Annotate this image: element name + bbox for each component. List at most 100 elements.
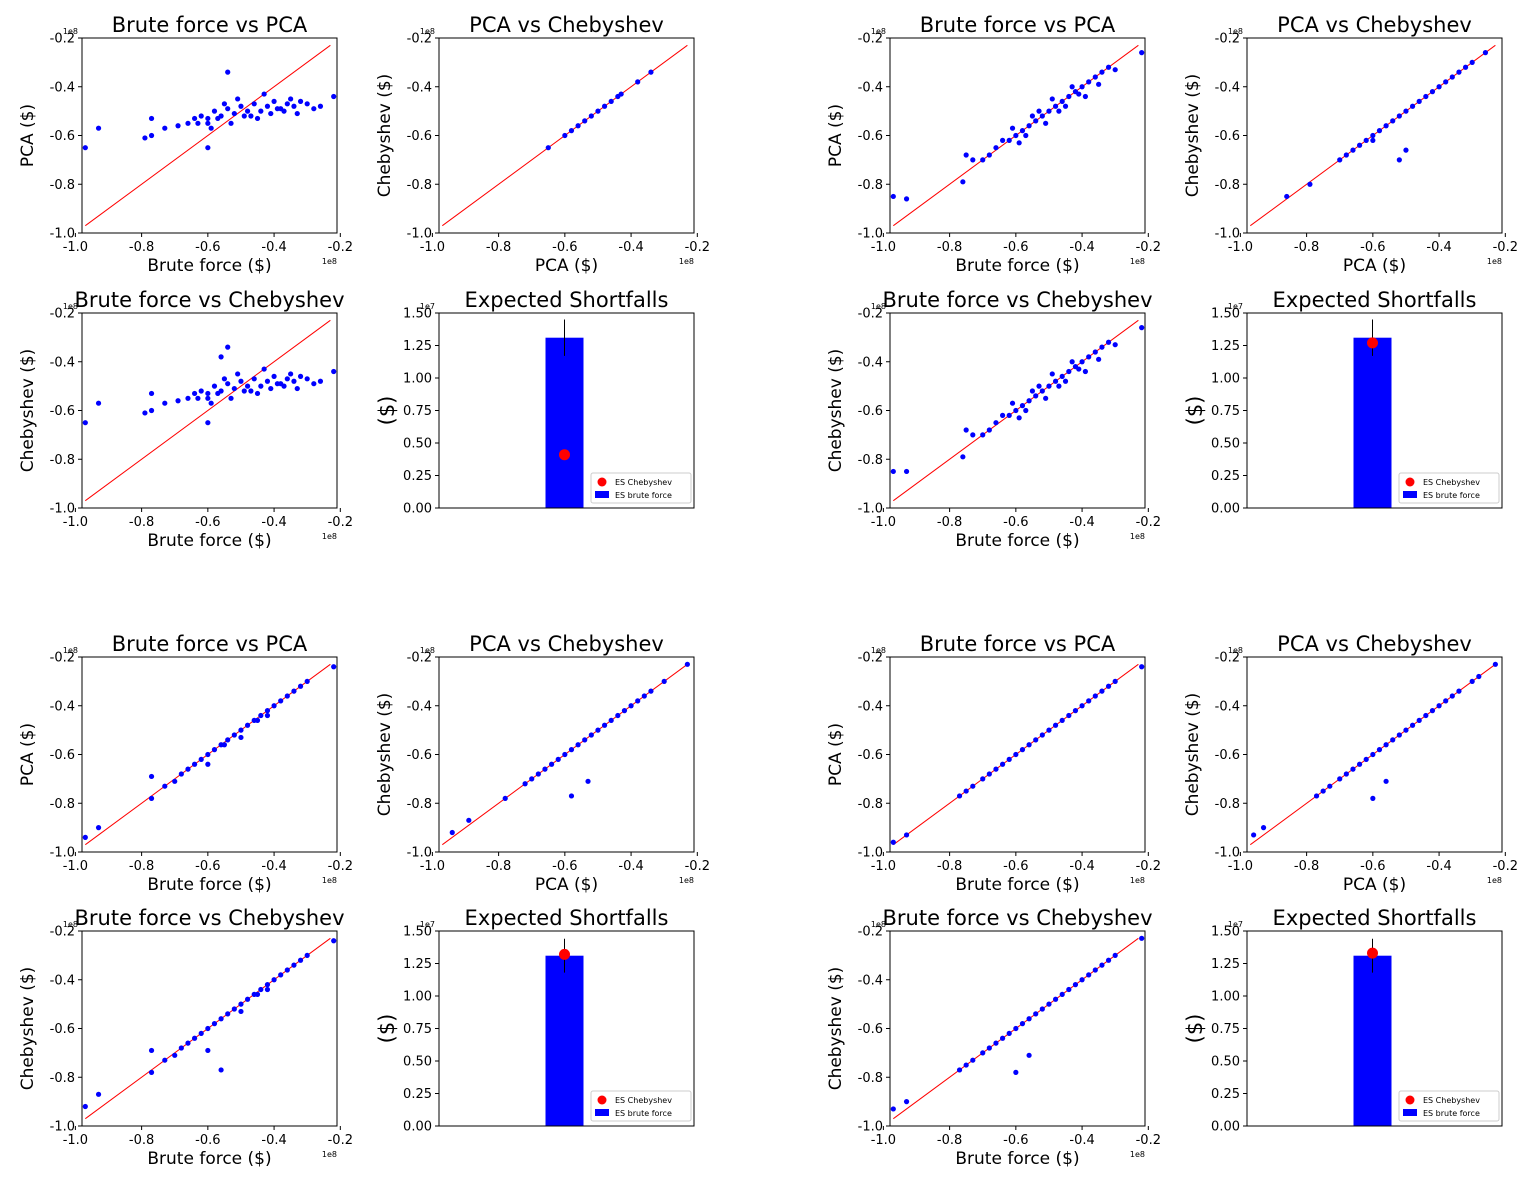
scatter-point xyxy=(535,771,541,777)
scatter-point xyxy=(251,101,257,107)
y-tick-label: -0.6 xyxy=(50,404,75,419)
scatter-point xyxy=(1086,972,1092,978)
y-axis-label: Chebyshev ($) xyxy=(826,967,846,1091)
scatter-point xyxy=(288,96,294,102)
es-bar xyxy=(1353,337,1392,508)
legend: ES Chebyshev ES brute force xyxy=(1398,472,1500,504)
scatter-point xyxy=(244,996,251,1002)
scatter-point xyxy=(1013,1025,1019,1032)
scatter-point xyxy=(1052,996,1059,1002)
scatter-point xyxy=(1023,407,1029,414)
scatter-point xyxy=(545,145,551,151)
y-offset-label: 1e8 xyxy=(1228,27,1243,36)
scatter-point xyxy=(235,371,241,377)
y-tick-label: -0.4 xyxy=(407,699,432,714)
scatter-point xyxy=(148,407,155,414)
y-tick-label: -0.4 xyxy=(407,80,432,95)
scatter-point xyxy=(284,693,290,699)
scatter-point xyxy=(228,395,234,401)
x-tick-label: -0.8 xyxy=(486,240,511,255)
scatter-point xyxy=(304,376,310,382)
scatter-point xyxy=(205,115,211,122)
scatter-point xyxy=(331,938,337,944)
y-tick-label: -0.2 xyxy=(50,925,75,940)
y-offset-label: 1e8 xyxy=(63,27,78,36)
es-marker xyxy=(559,449,570,461)
scatter-point xyxy=(635,79,641,85)
x-tick-label: -0.4 xyxy=(1426,240,1451,255)
x-axis-label: Brute force ($) xyxy=(147,256,271,276)
scatter-point xyxy=(615,712,621,719)
legend-label-brute-force: ES brute force xyxy=(1423,1109,1480,1118)
x-axis-label: Brute force ($) xyxy=(147,875,271,895)
axes-frame xyxy=(81,37,338,234)
scatter-point xyxy=(1026,742,1032,748)
scatter-point xyxy=(278,972,284,978)
scatter-point xyxy=(178,771,184,777)
scatter-point xyxy=(1449,74,1455,80)
scatter-point xyxy=(555,756,561,762)
scatter-point xyxy=(1069,84,1075,90)
scatter-point xyxy=(244,722,251,728)
scatter-point xyxy=(297,373,304,379)
axes-frame xyxy=(889,312,1146,509)
y-tick-label: -0.2 xyxy=(858,32,883,47)
scatter-point xyxy=(205,751,211,758)
scatter-point xyxy=(205,120,211,126)
y-tick-label: -1.0 xyxy=(858,227,883,242)
legend-box xyxy=(590,1090,692,1122)
es-bar xyxy=(545,337,584,508)
scatter-point xyxy=(1383,123,1389,129)
x-axis-label: PCA ($) xyxy=(1343,256,1406,276)
y-tick-label: -1.0 xyxy=(407,846,432,861)
scatter-point xyxy=(221,742,228,748)
x-tick-label: -0.2 xyxy=(685,859,710,874)
scatter-point xyxy=(1429,89,1436,95)
y-tick-label: 1.25 xyxy=(1211,339,1240,354)
scatter-point xyxy=(595,727,601,733)
scatter-point xyxy=(1076,91,1082,97)
scatter-point xyxy=(228,120,234,126)
es-marker xyxy=(559,948,570,960)
y-tick-label: 1.25 xyxy=(403,339,432,354)
scatter-point xyxy=(1099,69,1105,75)
scatter-point xyxy=(1112,342,1118,348)
scatter-point xyxy=(162,783,168,789)
scatter-point xyxy=(1092,74,1098,80)
y-tick-label: -0.6 xyxy=(1215,748,1240,763)
scatter-point xyxy=(1416,98,1422,104)
x-tick-label: -0.8 xyxy=(129,515,154,530)
es-marker xyxy=(1367,337,1378,349)
scatter-point xyxy=(248,113,254,119)
scatter-point xyxy=(1052,722,1059,728)
scatter-point xyxy=(241,388,247,394)
scatter-point xyxy=(148,773,155,780)
scatter-point xyxy=(311,381,317,387)
scatter-point xyxy=(956,1067,963,1073)
chart-g2-bf-pca: Brute force vs PCA-1.0 -0.8 -0.6 -0.4 -0.21e… xyxy=(826,13,1161,276)
legend: ES Chebyshev ES brute force xyxy=(1398,1090,1500,1122)
scatter-point xyxy=(1046,108,1052,114)
x-offset-label: 1e8 xyxy=(1487,876,1502,885)
chart-g3-pca-cheb: PCA vs Chebyshev-1.0 -0.8 -0.6 -0.4 -0.21e8P… xyxy=(375,632,710,895)
x-tick-label: -0.2 xyxy=(1136,240,1161,255)
y-tick-label: -0.8 xyxy=(858,453,883,468)
es-marker xyxy=(1367,947,1378,959)
scatter-point xyxy=(1403,147,1409,153)
scatter-point xyxy=(304,678,310,684)
scatter-point xyxy=(1112,952,1118,958)
x-tick-label: -0.4 xyxy=(618,859,643,874)
y-tick-label: 1.50 xyxy=(403,307,432,322)
scatter-point xyxy=(1492,661,1498,667)
x-tick-label: -1.0 xyxy=(63,240,88,255)
scatter-point xyxy=(162,400,168,406)
y-offset-label: 1e7 xyxy=(420,302,435,311)
scatter-point xyxy=(261,91,267,97)
scatter-point xyxy=(221,101,228,107)
scatter-point xyxy=(175,123,181,129)
scatter-point xyxy=(1019,403,1026,409)
x-tick-label: -1.0 xyxy=(871,515,896,530)
scatter-point xyxy=(264,712,271,719)
scatter-point xyxy=(1079,703,1085,709)
scatter-point xyxy=(1320,788,1326,794)
